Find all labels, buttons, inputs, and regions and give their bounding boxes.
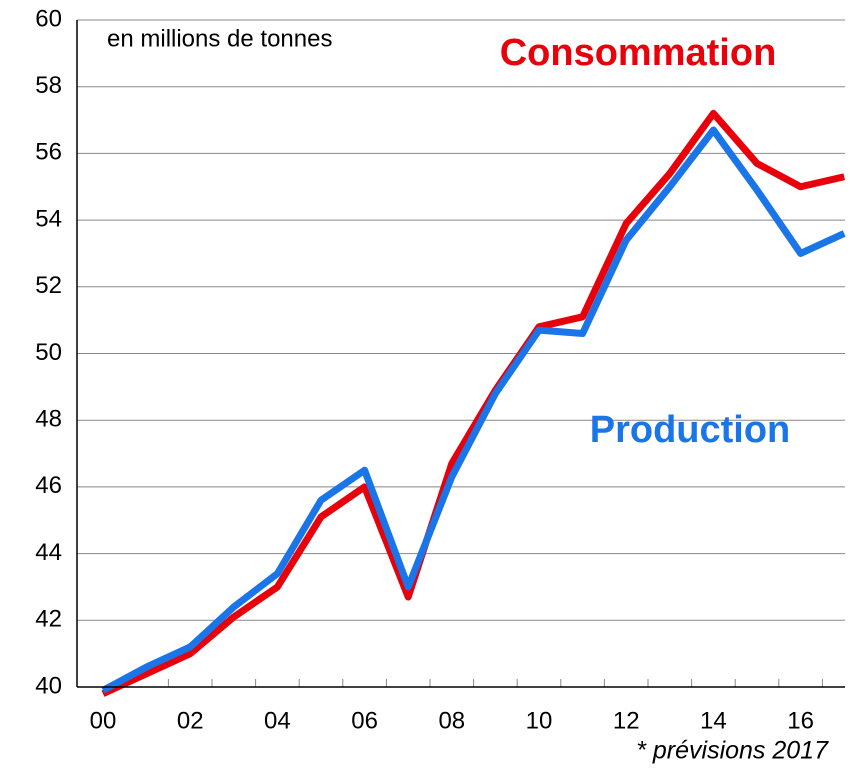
note: * prévisions 2017 bbox=[636, 737, 829, 765]
x-tick-label: 16 bbox=[787, 707, 814, 734]
x-tick-label: 00 bbox=[90, 707, 117, 734]
chart-subtitle: en millions de tonnes bbox=[107, 25, 332, 52]
y-tick-label: 52 bbox=[35, 272, 62, 299]
y-tick-label: 54 bbox=[35, 205, 62, 232]
series-label: Production bbox=[590, 409, 791, 451]
x-tick-label: 02 bbox=[177, 707, 204, 734]
y-tick-label: 60 bbox=[35, 5, 62, 32]
y-tick-label: 40 bbox=[35, 672, 62, 699]
x-tick-label: 06 bbox=[351, 707, 378, 734]
y-tick-label: 42 bbox=[35, 606, 62, 633]
line-series bbox=[101, 126, 846, 694]
x-tick-label: 14 bbox=[700, 707, 727, 734]
y-tick-label: 58 bbox=[35, 72, 62, 99]
series-label: Consommation bbox=[500, 32, 777, 74]
x-tick-label: 10 bbox=[526, 707, 553, 734]
x-tick-label: 08 bbox=[438, 707, 465, 734]
y-tick-label: 44 bbox=[35, 539, 62, 566]
y-tick-label: 56 bbox=[35, 139, 62, 166]
y-tick-label: 50 bbox=[35, 339, 62, 366]
line-series bbox=[101, 109, 845, 697]
y-tick-label: 48 bbox=[35, 406, 62, 433]
y-tick-label: 46 bbox=[35, 472, 62, 499]
x-tick-label: 04 bbox=[264, 707, 291, 734]
x-tick-label: 12 bbox=[613, 707, 640, 734]
